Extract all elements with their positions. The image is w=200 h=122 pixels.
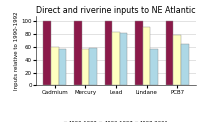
Bar <box>51 47 59 85</box>
Bar <box>82 49 89 85</box>
Bar <box>120 33 127 85</box>
Bar <box>173 35 181 85</box>
Title: Direct and riverine inputs to NE Atlantic: Direct and riverine inputs to NE Atlanti… <box>36 6 196 15</box>
Legend: 1990-1992, 1993-1997, 1998-2001: 1990-1992, 1993-1997, 1998-2001 <box>61 119 171 122</box>
Bar <box>143 27 150 85</box>
Bar <box>43 21 51 85</box>
Bar <box>150 49 158 85</box>
Y-axis label: Inputs relative to 1990-1992: Inputs relative to 1990-1992 <box>14 11 19 90</box>
Bar <box>59 49 66 85</box>
Bar <box>166 21 173 85</box>
Bar <box>135 21 143 85</box>
Bar <box>112 32 120 85</box>
Bar <box>105 21 112 85</box>
Bar <box>181 44 189 85</box>
Bar <box>89 48 97 85</box>
Bar <box>74 21 82 85</box>
